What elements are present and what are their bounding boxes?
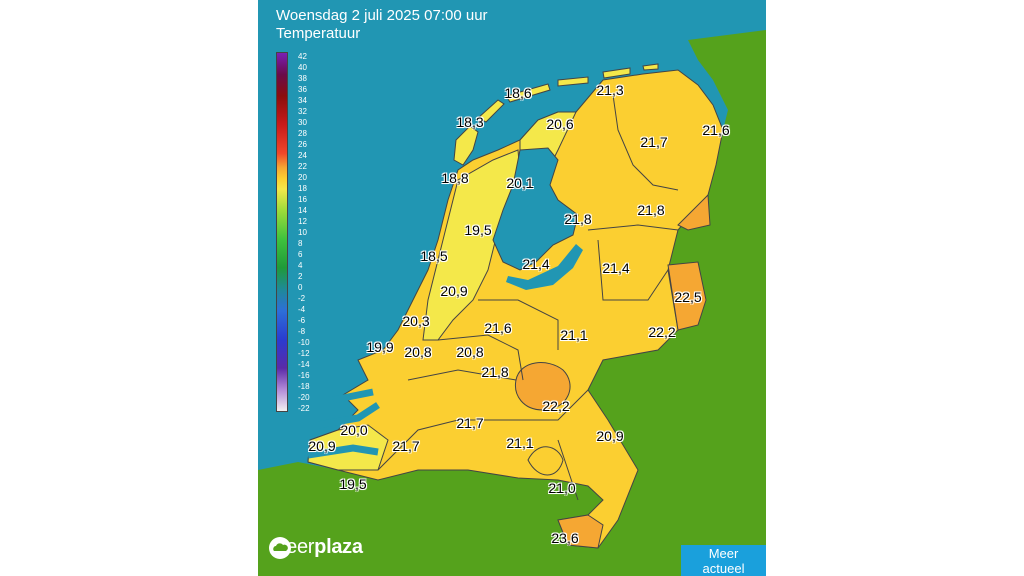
legend-tick-label: -4 (298, 305, 306, 314)
temperature-label: 19,9 (366, 339, 394, 355)
legend-tick-label: 18 (298, 184, 307, 193)
limburg-warm (557, 514, 604, 549)
temperature-label: 21,7 (392, 438, 420, 454)
temperature-label: 21,3 (596, 82, 624, 98)
temperature-legend-bar (276, 52, 288, 412)
temperature-label: 21,6 (484, 320, 512, 336)
legend-tick-label: 26 (298, 140, 307, 149)
temperature-label: 21,0 (548, 480, 576, 496)
legend-tick-label: -18 (298, 382, 310, 391)
temperature-label: 20,6 (546, 116, 574, 132)
legend-tick-label: 36 (298, 85, 307, 94)
legend-tick-label: 28 (298, 129, 307, 138)
temperature-label: 21,7 (640, 134, 668, 150)
randmeren (506, 244, 583, 290)
temperature-label: 18,5 (420, 248, 448, 264)
temperature-label: 21,4 (522, 256, 550, 272)
legend-tick-label: 12 (298, 217, 307, 226)
terschelling (505, 83, 551, 103)
legend-tick-label: 4 (298, 261, 303, 270)
brand-name-bold: plaza (314, 536, 363, 558)
temperature-label: 22,2 (542, 398, 570, 414)
temperature-label: 18,8 (441, 170, 469, 186)
legend-tick-label: -22 (298, 404, 310, 413)
ijsselmeer (492, 147, 579, 271)
temperature-label: 18,3 (456, 114, 484, 130)
legend-tick-label: 30 (298, 118, 307, 127)
legend-tick-label: -12 (298, 349, 310, 358)
legend-tick-label: 20 (298, 173, 307, 182)
temperature-label: 20,9 (440, 283, 468, 299)
legend-tick-label: -20 (298, 393, 310, 402)
temperature-label: 20,8 (404, 344, 432, 360)
legend-tick-label: 24 (298, 151, 307, 160)
rottumeroog (642, 63, 659, 71)
texel (453, 125, 479, 166)
temperature-label: 22,2 (648, 324, 676, 340)
forecast-datetime: Woensdag 2 juli 2025 07:00 uur (276, 7, 488, 24)
temperature-label: 19,5 (464, 222, 492, 238)
achterhoek-warm (667, 261, 707, 331)
temperature-label: 18,6 (504, 85, 532, 101)
temperature-label: 21,1 (506, 435, 534, 451)
legend-tick-label: 34 (298, 96, 307, 105)
legend-tick-label: -2 (298, 294, 306, 303)
map-subtitle: Temperatuur (276, 25, 361, 42)
legend-tick-label: 10 (298, 228, 307, 237)
legend-tick-label: 2 (298, 272, 303, 281)
weerplaza-logo: weerplaza (268, 536, 363, 559)
legend-tick-label: -16 (298, 371, 310, 380)
legend-tick-label: -8 (298, 327, 306, 336)
temperature-label: 21,6 (702, 122, 730, 138)
temperature-label: 21,8 (637, 202, 665, 218)
betuwe-warm (514, 362, 571, 411)
zeeland-estuaries (307, 388, 380, 459)
temperature-label: 21,4 (602, 260, 630, 276)
temperature-label: 21,8 (564, 211, 592, 227)
temperature-label: 20,1 (506, 175, 534, 191)
legend-tick-label: 14 (298, 206, 307, 215)
map-graphic (258, 0, 766, 576)
legend-tick-label: 8 (298, 239, 303, 248)
temperature-label: 20,9 (596, 428, 624, 444)
legend-tick-label: 16 (298, 195, 307, 204)
legend-tick-label: 38 (298, 74, 307, 83)
schiermonnikoog (602, 67, 631, 79)
temperature-label: 21,7 (456, 415, 484, 431)
meer-actueel-button[interactable]: Meer actueel (681, 545, 766, 576)
drenthe-warm (677, 193, 711, 231)
temperature-label: 21,8 (481, 364, 509, 380)
legend-tick-label: 40 (298, 63, 307, 72)
legend-tick-label: 6 (298, 250, 303, 259)
province-borders (377, 94, 679, 501)
foreign-land (258, 30, 766, 576)
temperature-label: 20,8 (456, 344, 484, 360)
legend-tick-label: 0 (298, 283, 303, 292)
legend-tick-label: -14 (298, 360, 310, 369)
weather-map: Woensdag 2 juli 2025 07:00 uur Temperatu… (258, 0, 766, 576)
legend-tick-label: 32 (298, 107, 307, 116)
temperature-label: 20,9 (308, 438, 336, 454)
legend-tick-label: -6 (298, 316, 306, 325)
temperature-label: 22,5 (674, 289, 702, 305)
temperature-label: 20,0 (340, 422, 368, 438)
legend-tick-label: 42 (298, 52, 307, 61)
cloud-logo-icon (269, 537, 291, 559)
temperature-label: 21,1 (560, 327, 588, 343)
temperature-label: 20,3 (402, 313, 430, 329)
legend-tick-label: -10 (298, 338, 310, 347)
ameland (557, 76, 589, 87)
temperature-label: 19,5 (339, 476, 367, 492)
vlieland (477, 99, 505, 123)
temperature-label: 23,6 (551, 530, 579, 546)
legend-tick-label: 22 (298, 162, 307, 171)
